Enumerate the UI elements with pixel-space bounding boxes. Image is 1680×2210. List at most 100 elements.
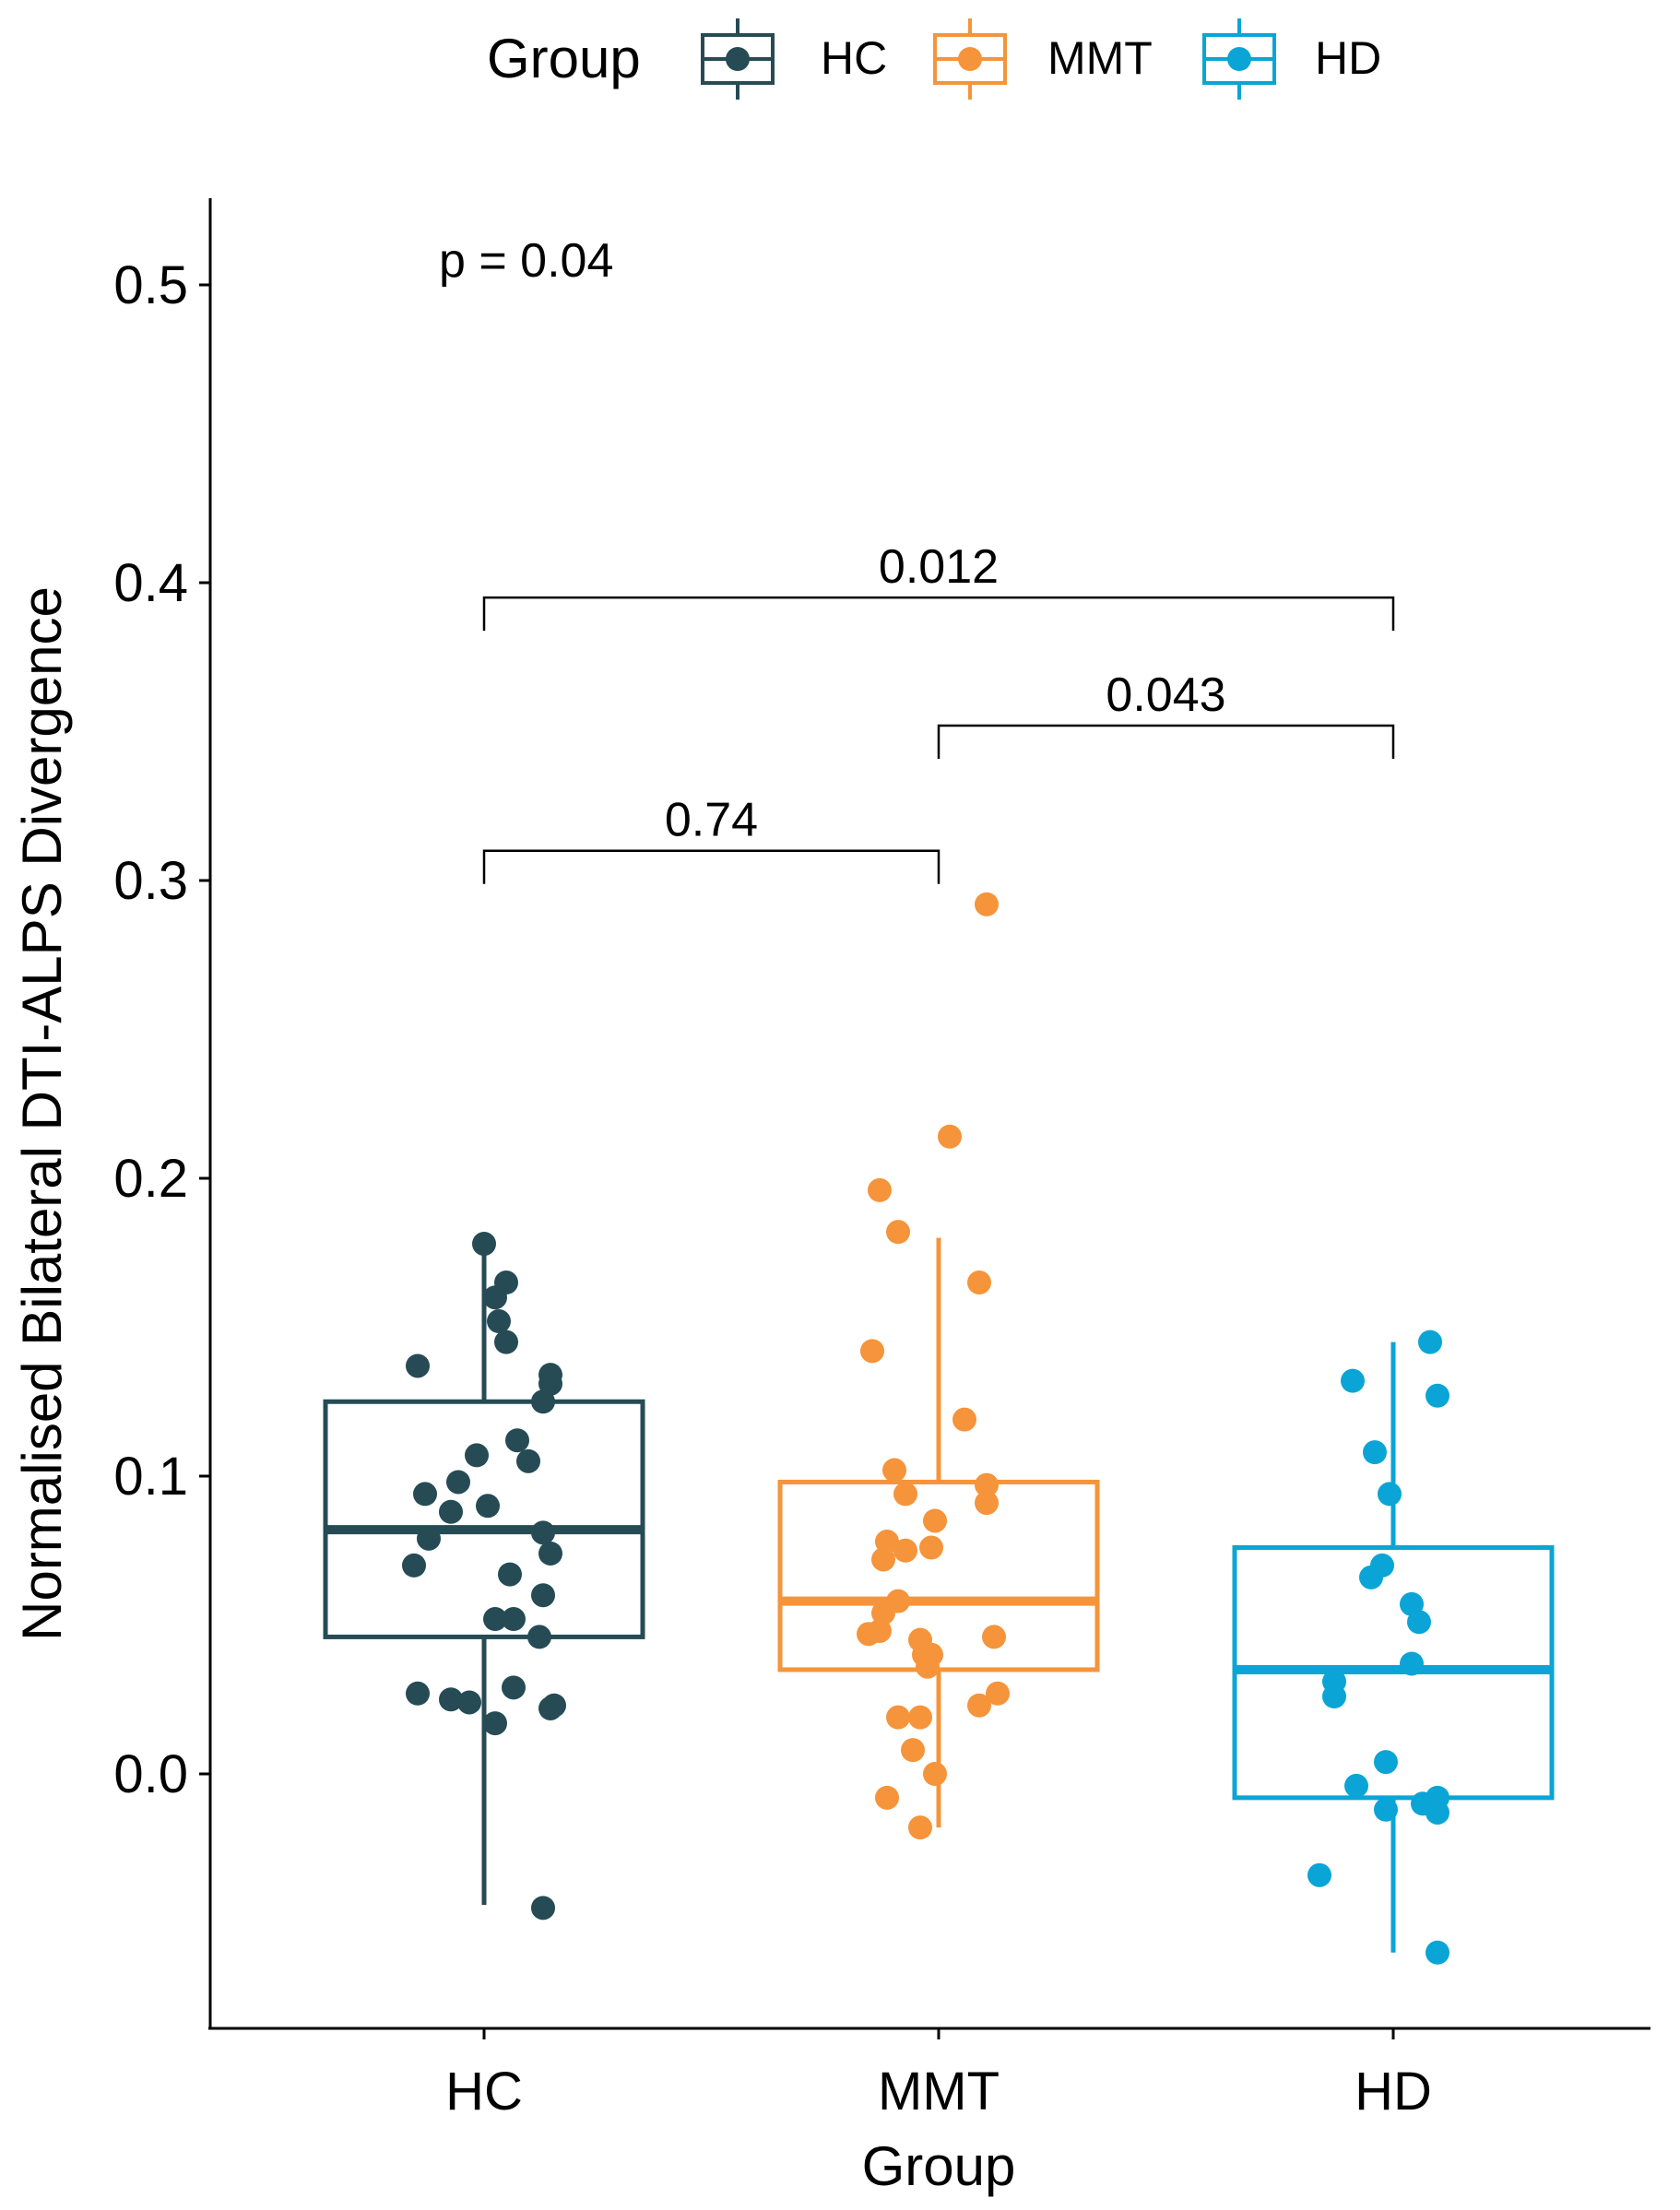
data-point-hc — [483, 1711, 507, 1736]
data-point-mmt — [868, 1177, 892, 1202]
legend: Group HC MMT HD — [487, 18, 1381, 100]
data-point-hd — [1307, 1862, 1331, 1887]
data-point-mmt — [908, 1705, 932, 1730]
data-point-hc — [498, 1562, 522, 1587]
data-point-hc — [531, 1389, 555, 1414]
box-mmt — [777, 1237, 1100, 1828]
data-point-hd — [1378, 1482, 1402, 1507]
data-point-hc — [406, 1681, 430, 1706]
data-point-mmt — [901, 1738, 925, 1763]
bracket-mmt-hd: 0.043 — [937, 668, 1395, 760]
data-point-hc — [531, 1896, 555, 1920]
data-point-mmt — [967, 1270, 991, 1295]
data-point-hc — [487, 1309, 511, 1334]
y-tick-label: 0.1 — [113, 1447, 188, 1507]
data-point-hd — [1426, 1383, 1449, 1408]
data-point-hc — [472, 1232, 496, 1257]
legend-label: HD — [1315, 32, 1381, 84]
data-point-mmt — [919, 1535, 943, 1560]
data-point-hc — [538, 1541, 562, 1566]
iqr-box — [323, 1399, 645, 1639]
data-point-mmt — [886, 1220, 910, 1245]
legend-label: MMT — [1047, 32, 1153, 84]
y-axis-ticks: 0.0 0.1 0.2 0.3 0.4 0.5 — [113, 255, 210, 1804]
data-point-mmt — [938, 1124, 962, 1149]
data-point-hc — [406, 1353, 430, 1378]
overall-p-value: p = 0.04 — [439, 234, 613, 288]
bracket-hc-hd: 0.012 — [482, 540, 1395, 632]
x-tick-label-mmt: MMT — [878, 2062, 1000, 2121]
data-point-hc — [502, 1675, 526, 1700]
y-tick-label: 0.4 — [113, 553, 188, 613]
y-axis-title: Normalised Bilateral DTI-ALPS Divergence — [11, 586, 73, 1641]
points-layer — [402, 892, 1449, 1965]
data-point-mmt — [868, 1618, 892, 1643]
data-point-mmt — [986, 1681, 1010, 1706]
bracket-line — [482, 849, 941, 884]
data-point-mmt — [871, 1601, 895, 1625]
data-point-hc — [465, 1443, 489, 1468]
bracket-p-value: 0.012 — [879, 540, 999, 594]
bracket-line — [937, 724, 1395, 760]
data-point-hc — [505, 1428, 529, 1453]
data-point-hd — [1400, 1651, 1424, 1676]
x-axis-title: Group — [862, 2135, 1016, 2197]
data-point-mmt — [975, 1491, 999, 1516]
y-tick-label: 0.0 — [113, 1744, 188, 1804]
data-point-mmt — [875, 1785, 899, 1810]
y-tick-label: 0.5 — [113, 255, 188, 315]
legend-entry-hd: HD — [1202, 18, 1381, 100]
data-point-hc — [527, 1625, 551, 1649]
data-point-hd — [1341, 1368, 1365, 1393]
legend-key-point — [958, 47, 982, 71]
data-point-hd — [1322, 1684, 1346, 1709]
x-tick-label-hc: HC — [445, 2062, 523, 2121]
data-point-hc — [446, 1470, 470, 1495]
legend-entry-mmt: MMT — [933, 18, 1153, 100]
box-hc — [323, 1244, 645, 1906]
x-axis-ticks: HC MMT HD — [445, 2028, 1432, 2121]
data-point-mmt — [875, 1530, 899, 1554]
data-point-hc — [417, 1526, 441, 1551]
data-point-hc — [439, 1499, 463, 1524]
bracket-hc-mmt: 0.74 — [482, 794, 941, 884]
data-point-mmt — [908, 1815, 932, 1840]
y-tick-label: 0.3 — [113, 851, 188, 911]
data-point-hc — [531, 1520, 555, 1545]
legend-key-point — [726, 47, 750, 71]
data-point-mmt — [871, 1547, 895, 1572]
data-point-mmt — [923, 1508, 947, 1533]
data-point-hc — [413, 1482, 437, 1507]
data-point-hc — [516, 1448, 540, 1473]
data-point-hc — [457, 1690, 481, 1715]
data-point-hc — [531, 1583, 555, 1608]
data-point-hc — [494, 1330, 518, 1354]
data-point-mmt — [919, 1642, 943, 1667]
data-point-mmt — [886, 1705, 910, 1730]
bracket-line — [482, 596, 1395, 632]
box-layer — [323, 1237, 1555, 1953]
data-point-hd — [1359, 1565, 1383, 1590]
data-point-hc — [542, 1693, 566, 1718]
bracket-p-value: 0.043 — [1106, 668, 1225, 722]
legend-entry-hc: HC — [701, 18, 887, 100]
data-point-hc — [502, 1607, 526, 1632]
data-point-mmt — [893, 1538, 917, 1563]
data-point-mmt — [952, 1407, 976, 1432]
data-point-hd — [1363, 1440, 1387, 1465]
box-hd — [1232, 1341, 1555, 1953]
comparison-brackets: 0.74 0.043 0.012 — [482, 540, 1395, 884]
data-point-mmt — [882, 1458, 906, 1483]
data-point-hc — [494, 1270, 518, 1295]
data-point-hc — [439, 1687, 463, 1712]
bracket-p-value: 0.74 — [665, 794, 758, 847]
data-point-mmt — [860, 1339, 884, 1364]
data-point-hd — [1418, 1330, 1442, 1354]
data-point-mmt — [975, 892, 999, 916]
data-point-hd — [1374, 1750, 1398, 1775]
data-point-hd — [1407, 1610, 1431, 1635]
data-point-mmt — [982, 1625, 1006, 1649]
data-point-hd — [1426, 1940, 1449, 1965]
data-point-mmt — [967, 1693, 991, 1718]
